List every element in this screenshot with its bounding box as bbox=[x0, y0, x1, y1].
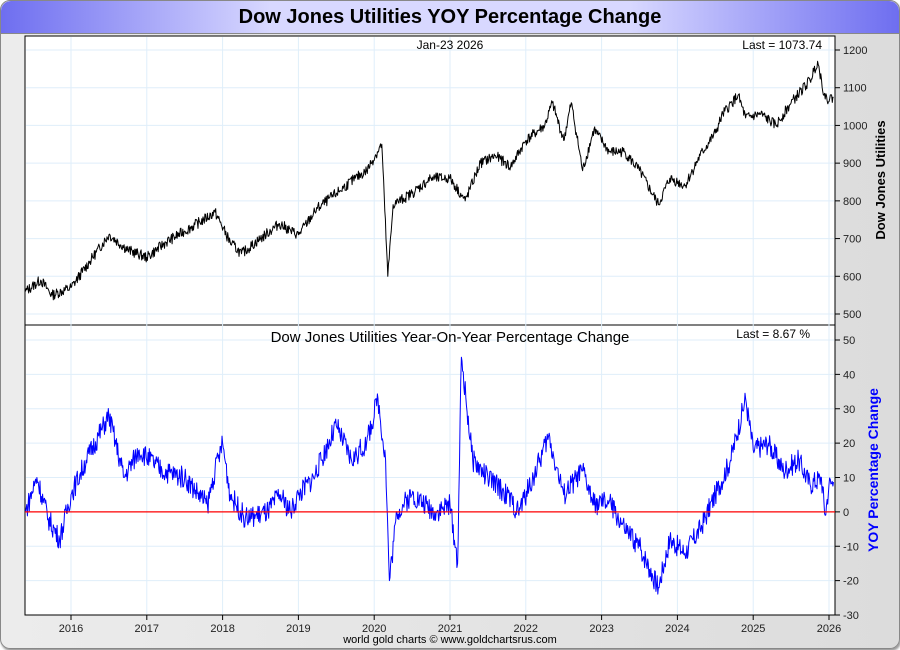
y-tick-label: 1200 bbox=[843, 45, 867, 57]
y-tick-label: -10 bbox=[843, 541, 859, 553]
top-last-label: Last = 1073.74 bbox=[742, 38, 822, 52]
bottom-last-label: Last = 8.67 % bbox=[736, 327, 810, 341]
x-tick-label: 2023 bbox=[589, 623, 613, 635]
bottom-panel-title: Dow Jones Utilities Year-On-Year Percent… bbox=[271, 329, 630, 346]
x-tick-label: 2021 bbox=[438, 623, 462, 635]
y-tick-label: 10 bbox=[843, 473, 855, 485]
yoy-change-line bbox=[25, 356, 834, 595]
y-tick-label: 700 bbox=[843, 234, 861, 246]
gridlines bbox=[26, 37, 834, 614]
y-tick-label: 800 bbox=[843, 196, 861, 208]
y-tick-label: -20 bbox=[843, 576, 859, 588]
y-tick-label: 900 bbox=[843, 158, 861, 170]
y-tick-label: 30 bbox=[843, 404, 855, 416]
dju-price-line bbox=[25, 60, 834, 301]
x-tick-label: 2024 bbox=[665, 623, 689, 635]
x-tick-label: 2018 bbox=[210, 623, 234, 635]
date-label: Jan-23 2026 bbox=[417, 38, 484, 52]
top-y-axis-label: Dow Jones Utilities bbox=[873, 120, 888, 239]
chart-title: Dow Jones Utilities YOY Percentage Chang… bbox=[1, 1, 899, 34]
x-tick-label: 2022 bbox=[514, 623, 538, 635]
y-tick-label: 20 bbox=[843, 438, 855, 450]
y-tick-label: 50 bbox=[843, 335, 855, 347]
x-tick-label: 2016 bbox=[59, 623, 83, 635]
x-tick-label: 2017 bbox=[135, 623, 159, 635]
y-tick-label: 40 bbox=[843, 369, 855, 381]
x-tick-label: 2019 bbox=[286, 623, 310, 635]
x-tick-label: 2020 bbox=[362, 623, 386, 635]
x-tick-label: 2025 bbox=[741, 623, 765, 635]
x-tick-label: 2026 bbox=[817, 623, 841, 635]
footer-credit: world gold charts © www.goldchartsrus.co… bbox=[343, 634, 557, 646]
y-tick-label: 600 bbox=[843, 271, 861, 283]
y-tick-label: -30 bbox=[843, 610, 859, 622]
y-tick-label: 1100 bbox=[843, 83, 867, 95]
bottom-y-axis-label: YOY Percentage Change bbox=[865, 388, 881, 552]
y-tick-label: 0 bbox=[843, 507, 849, 519]
y-tick-label: 1000 bbox=[843, 120, 867, 132]
y-tick-label: 500 bbox=[843, 309, 861, 321]
